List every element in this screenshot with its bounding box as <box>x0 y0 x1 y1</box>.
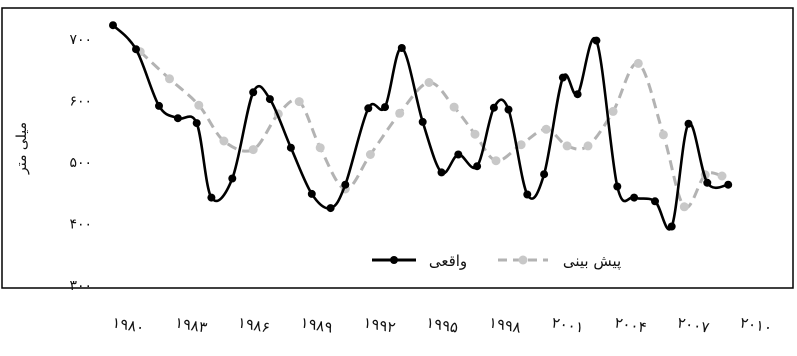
actual-point <box>454 150 463 159</box>
actual-point <box>341 180 350 189</box>
x-tick-label: ۲۰۰۱ <box>550 313 585 336</box>
actual-point <box>173 114 182 123</box>
forecast-series <box>135 47 727 212</box>
y-tick-label: ۳۰۰ <box>69 278 92 294</box>
actual-point <box>437 168 446 177</box>
actual-point <box>326 204 335 213</box>
y-axis: ۳۰۰ ۴۰۰ ۵۰۰ ۶۰۰ ۷۰۰ <box>69 32 92 294</box>
actual-point <box>473 162 482 171</box>
forecast-point <box>219 136 229 146</box>
actual-series <box>109 21 733 231</box>
y-tick-label: ۵۰۰ <box>69 155 92 171</box>
forecast-point <box>294 97 304 107</box>
legend-actual-marker <box>390 256 398 264</box>
actual-point <box>504 105 513 114</box>
actual-point <box>397 44 406 52</box>
x-tick-label: ۱۹۹۸ <box>488 313 523 336</box>
forecast-point <box>165 74 174 84</box>
x-tick-label: ۱۹۸۹ <box>299 313 334 336</box>
actual-point <box>307 189 316 198</box>
actual-point <box>192 119 201 128</box>
forecast-point <box>365 150 375 159</box>
actual-point <box>132 45 140 54</box>
plot-frame <box>1 7 794 289</box>
forecast-point <box>633 58 643 68</box>
x-tick-label: ۲۰۰۴ <box>613 313 648 336</box>
actual-point <box>489 103 498 112</box>
actual-point <box>684 119 693 128</box>
actual-point <box>109 21 117 30</box>
forecast-point <box>424 78 434 87</box>
legend-forecast-marker <box>518 255 528 265</box>
actual-point <box>523 190 532 199</box>
actual-point <box>228 174 237 183</box>
actual-point <box>630 193 639 202</box>
x-tick-label: ۱۹۹۲ <box>362 313 397 336</box>
forecast-point <box>583 141 593 151</box>
x-tick-label: ۲۰۱۰ <box>739 313 774 336</box>
actual-point <box>613 182 622 191</box>
y-tick-label: ۴۰۰ <box>69 216 92 232</box>
forecast-point <box>679 202 689 212</box>
x-tick-label: ۱۹۸۳ <box>174 313 209 336</box>
forecast-point <box>541 124 551 134</box>
actual-point <box>651 197 659 206</box>
actual-point <box>558 73 567 82</box>
forecast-point <box>516 140 526 150</box>
forecast-point <box>315 143 325 153</box>
forecast-line <box>139 50 723 210</box>
actual-point <box>540 170 549 179</box>
legend-actual-label: واقعی <box>429 252 467 270</box>
forecast-point <box>608 106 618 116</box>
actual-point <box>249 88 258 97</box>
forecast-point <box>470 129 480 139</box>
series-layer <box>109 21 733 231</box>
actual-point <box>265 95 274 104</box>
forecast-point <box>717 171 727 181</box>
actual-point <box>418 117 427 126</box>
y-axis-label: میلی متر <box>14 122 30 175</box>
actual-point <box>592 36 601 45</box>
forecast-point <box>562 141 572 151</box>
actual-point <box>155 101 163 110</box>
x-tick-label: ۱۹۸۶ <box>236 313 271 336</box>
legend-forecast-label: پیش بینی <box>563 252 621 271</box>
forecast-point <box>395 108 405 118</box>
actual-point <box>573 90 582 99</box>
actual-point <box>381 103 389 112</box>
x-axis: ۱۹۸۰ ۱۹۸۳ ۱۹۸۶ ۱۹۸۹ ۱۹۹۲ ۱۹۹۵ ۱۹۹۸ ۲۰۰۱ ۲۰۰۴ ۲۰۰۷… <box>111 313 774 336</box>
legend: واقعی پیش بینی <box>372 252 621 271</box>
x-tick-label: ۲۰۰۷ <box>676 313 711 336</box>
forecast-point <box>658 130 668 140</box>
actual-point <box>364 104 373 113</box>
y-tick-label: ۶۰۰ <box>69 93 92 109</box>
forecast-point <box>194 100 204 110</box>
actual-point <box>724 180 733 189</box>
forecast-point <box>248 145 258 155</box>
forecast-point <box>491 156 501 166</box>
actual-point <box>286 143 295 152</box>
forecast-point <box>449 102 459 112</box>
x-tick-label: ۱۹۹۵ <box>425 313 460 336</box>
x-tick-label: ۱۹۸۰ <box>111 313 146 336</box>
y-tick-label: ۷۰۰ <box>69 32 92 48</box>
actual-point <box>667 222 676 231</box>
actual-point <box>207 193 216 202</box>
actual-point <box>703 178 712 187</box>
